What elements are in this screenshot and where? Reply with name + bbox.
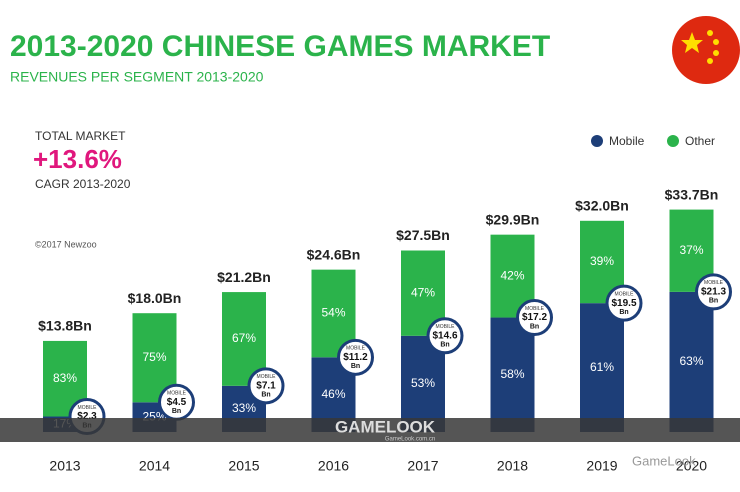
flag-star [713, 50, 719, 56]
bar-segment [490, 317, 535, 432]
bubble-value: $2.3 [77, 411, 97, 422]
bubble-unit: Bn [351, 363, 360, 370]
value-label: 42% [500, 268, 524, 282]
value-label: 75% [142, 350, 166, 364]
total-label: $18.0Bn [128, 290, 182, 306]
x-tick-label: 2016 [318, 458, 349, 474]
bubble-caption: MOBILE [436, 324, 456, 330]
flag-circle [672, 16, 740, 84]
total-label: $24.6Bn [307, 246, 361, 262]
total-label: $13.8Bn [38, 318, 92, 334]
x-tick-label: 2019 [586, 458, 617, 474]
mobile-bubble [695, 273, 732, 311]
annotation: CAGR 2013-2020 [35, 177, 131, 191]
bubble-unit: Bn [619, 309, 628, 316]
mobile-bubble [426, 317, 464, 355]
bubble-caption: MOBILE [257, 374, 277, 380]
total-label: $33.7Bn [665, 186, 719, 202]
bar-segment [669, 291, 714, 432]
bubble-caption: MOBILE [167, 391, 187, 397]
total-label: $32.0Bn [575, 198, 629, 214]
bubble-caption: MOBILE [346, 346, 366, 352]
x-tick-label: 2015 [228, 458, 259, 474]
bubble-caption: MOBILE [704, 280, 724, 286]
total-label: $29.9Bn [486, 211, 540, 227]
bubble-value: $21.3 [701, 287, 726, 298]
legend-label: Mobile [609, 134, 645, 148]
bubble-value: $14.6 [432, 330, 457, 341]
legend-swatch [667, 135, 679, 147]
x-tick-label: 2020 [676, 458, 707, 474]
watermark-corner: GameLook [632, 453, 696, 468]
value-label: 33% [232, 401, 256, 415]
flag [672, 16, 740, 84]
total-label: $27.5Bn [396, 227, 450, 243]
watermark-band [0, 418, 740, 442]
value-label: 53% [411, 376, 435, 390]
value-label: 83% [53, 371, 77, 385]
annotation: TOTAL MARKET [35, 129, 126, 143]
bar-segment [580, 303, 624, 432]
bubble-unit: Bn [709, 298, 718, 305]
chart-subtitle: REVENUES PER SEGMENT 2013-2020 [10, 69, 264, 85]
watermark: GAMELOOK [335, 417, 436, 436]
x-tick-label: 2013 [49, 458, 80, 474]
bubble-caption: MOBILE [78, 405, 98, 411]
value-label: 46% [321, 387, 345, 401]
bubble-value: $17.2 [522, 312, 547, 323]
bubble-unit: Bn [261, 392, 270, 399]
bubble-value: $19.5 [611, 298, 636, 309]
mobile-bubble [605, 284, 643, 322]
bubble-value: $4.5 [167, 397, 187, 408]
x-tick-label: 2014 [139, 458, 170, 474]
mobile-bubble [516, 299, 553, 337]
flag-star [707, 30, 713, 36]
annotation: +13.6% [33, 144, 122, 174]
value-label: 61% [590, 360, 614, 374]
legend-label: Other [685, 134, 715, 148]
value-label: 39% [590, 254, 614, 268]
legend-swatch [591, 135, 603, 147]
bubble-unit: Bn [440, 342, 449, 349]
watermark-url: GameLook.com.cn [385, 437, 435, 443]
value-label: 47% [411, 285, 435, 299]
bubble-value: $11.2 [343, 352, 368, 363]
flag-star [681, 32, 703, 53]
bubble-unit: Bn [530, 323, 539, 330]
bubble-caption: MOBILE [525, 306, 545, 312]
chart-title: 2013-2020 CHINESE GAMES MARKET [10, 30, 550, 63]
total-label: $21.2Bn [217, 269, 271, 285]
mobile-bubble [337, 338, 374, 376]
flag-star [707, 58, 713, 64]
x-tick-label: 2018 [497, 458, 528, 474]
value-label: 37% [679, 243, 703, 257]
bubble-caption: MOBILE [615, 291, 635, 297]
value-label: 58% [500, 367, 524, 381]
bubble-value: $7.1 [256, 380, 276, 391]
flag-star [713, 39, 719, 45]
value-label: 54% [321, 306, 345, 320]
value-label: 67% [232, 331, 256, 345]
value-label: 63% [679, 354, 703, 368]
mobile-bubble [247, 367, 285, 405]
bubble-unit: Bn [172, 408, 181, 415]
annotation: ©2017 Newzoo [35, 239, 97, 249]
x-tick-label: 2017 [407, 458, 438, 474]
